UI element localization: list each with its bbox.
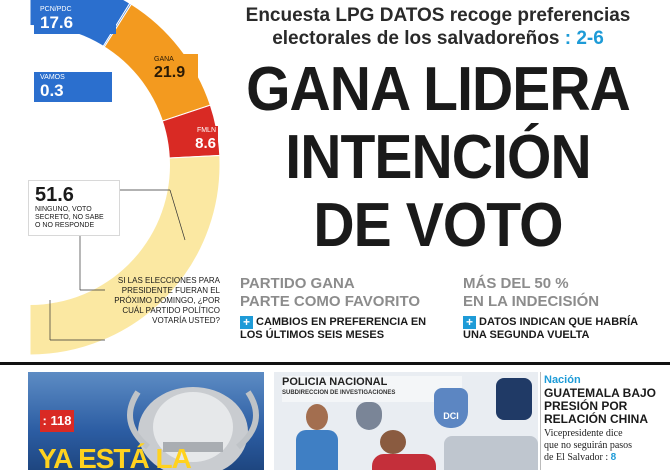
fmln-value: 8.6 [195, 135, 216, 152]
subhead-left-detail-2: LOS ÚLTIMOS SEIS MESES [240, 329, 385, 341]
gana-value: 21.9 [154, 64, 186, 81]
fmln-label: FMLN 8.6 [182, 126, 218, 154]
sports-page-badge: : 118 [40, 410, 74, 432]
survey-question: SI LAS ELECCIONES PARA PRESIDENTE FUERAN… [88, 276, 220, 326]
headline-line-3: DE VOTO [313, 191, 563, 260]
police-sign: POLICIA NACIONAL SUBDIRECCION DE INVESTI… [282, 376, 462, 402]
headline-line-1: GANA LIDERA [246, 55, 631, 124]
nacion-headline: GUATEMALA BAJO PRESIÓN POR RELACIÓN CHIN… [544, 386, 656, 426]
police-emblem-icon [496, 378, 532, 420]
ninguno-text-3: O NO RESPONDE [35, 222, 95, 229]
nacion-body: Vicepresidente dice que no seguirán paso… [544, 428, 633, 463]
question-line: SI LAS ELECCIONES PARA [117, 276, 220, 285]
kicker-line-1: Encuesta LPG DATOS recoge preferencias [245, 5, 631, 26]
pcn-label: PCN/PDC 17.6 [34, 4, 116, 34]
person-1 [296, 404, 338, 470]
person-2 [372, 430, 436, 470]
question-line: PRESIDENTE FUERAN EL [121, 286, 220, 295]
subhead-right-line-2: EN LA INDECISIÓN [463, 293, 600, 310]
main-headline: GANA LIDERA INTENCIÓN DE VOTO [222, 56, 654, 260]
question-line: PRÓXIMO DOMINGO, ¿POR [114, 296, 220, 305]
sports-headline: YA ESTÁ LA [38, 443, 192, 470]
subhead-left: PARTIDO GANA PARTE COMO FAVORITO + CAMBIO… [240, 275, 460, 342]
vamos-label: VAMOS 0.3 [34, 72, 112, 102]
fmln-name: FMLN [196, 127, 216, 134]
question-line: CUÁL PARTIDO POLÍTICO [122, 306, 220, 315]
sports-promo: : 118 YA ESTÁ LA [28, 372, 264, 470]
police-badge-icon [356, 402, 382, 430]
plus-icon: + [240, 316, 253, 329]
pcn-value: 17.6 [40, 13, 74, 32]
nacion-page: 8 [610, 452, 617, 463]
section-divider [0, 362, 670, 365]
plus-icon: + [463, 316, 476, 329]
column-divider [540, 372, 541, 470]
subhead-right-detail-2: UNA SEGUNDA VUELTA [463, 329, 590, 341]
gana-label: GANA 21.9 [150, 54, 198, 86]
subhead-left-line-1: PARTIDO GANA [240, 275, 355, 292]
trophy-image [127, 387, 259, 470]
kicker-line-2: electorales de los salvadoreños : 2-6 [272, 28, 604, 49]
nacion-section-label: Nación [544, 374, 581, 386]
question-line: VOTARÍA USTED? [152, 316, 220, 325]
gana-name: GANA [154, 56, 174, 63]
leader-line [169, 189, 186, 241]
subhead-right-detail: + DATOS INDICAN QUE HABRÍA UNA SEGUNDA VU… [463, 316, 663, 342]
kicker-pages: : 2-6 [564, 28, 604, 49]
vamos-name: VAMOS [40, 74, 65, 81]
subhead-left-detail: + CAMBIOS EN PREFERENCIA EN LOS ÚLTIMOS S… [240, 316, 460, 342]
ninguno-label: 51.6 NINGUNO, VOTO SECRETO, NO SABE O NO… [28, 180, 120, 236]
vamos-value: 0.3 [40, 81, 64, 100]
police-photo: POLICIA NACIONAL SUBDIRECCION DE INVESTI… [274, 372, 538, 470]
subhead-right-line-1: MÁS DEL 50 % [463, 275, 569, 292]
ninguno-text-2: SECRETO, NO SABE [35, 214, 104, 221]
police-sign-line-2: SUBDIRECCION DE INVESTIGACIONES [282, 390, 396, 396]
headline-line-2: INTENCIÓN [285, 123, 591, 192]
vehicle [444, 436, 538, 470]
ninguno-text-1: NINGUNO, VOTO [35, 206, 92, 213]
pcn-name: PCN/PDC [40, 6, 72, 13]
ninguno-value: 51.6 [35, 184, 74, 206]
nacion-column: Nación GUATEMALA BAJO PRESIÓN POR RELACI… [544, 374, 666, 464]
subhead-right: MÁS DEL 50 % EN LA INDECISIÓN + DATOS IND… [463, 275, 663, 342]
kicker: Encuesta LPG DATOS recoge preferencias e… [228, 4, 648, 50]
dci-badge: DCI [434, 388, 468, 428]
subhead-left-line-2: PARTE COMO FAVORITO [240, 293, 421, 310]
police-sign-line-1: POLICIA NACIONAL [282, 376, 388, 388]
